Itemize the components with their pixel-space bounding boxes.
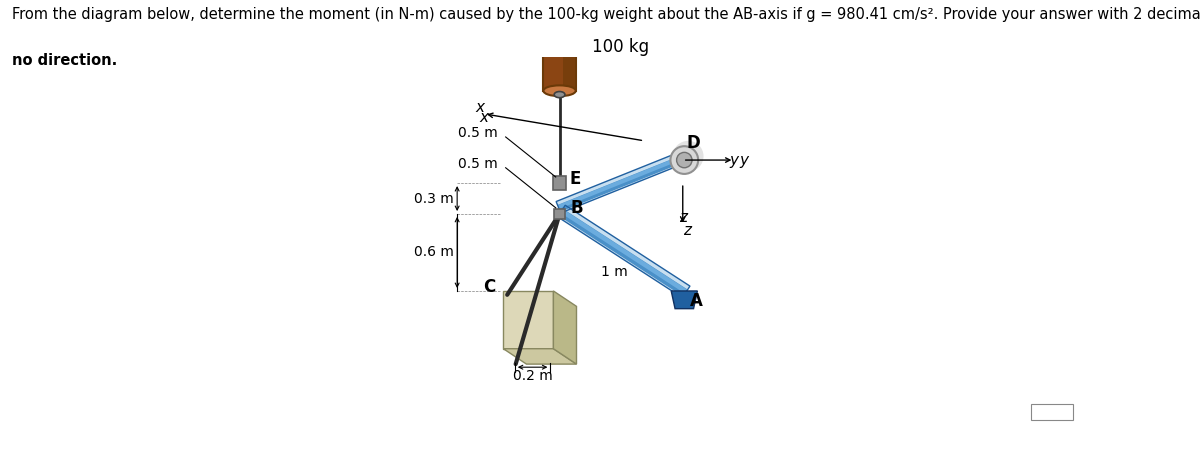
Circle shape xyxy=(673,141,703,172)
Bar xyxy=(553,176,566,190)
Text: x: x xyxy=(480,110,488,125)
Bar xyxy=(554,209,565,219)
Circle shape xyxy=(671,146,698,174)
Polygon shape xyxy=(560,209,688,294)
Polygon shape xyxy=(553,291,576,364)
Text: 0.5 m: 0.5 m xyxy=(458,157,498,171)
Text: 1 m: 1 m xyxy=(601,264,628,279)
Polygon shape xyxy=(563,18,576,91)
Text: no direction.: no direction. xyxy=(12,53,118,68)
Text: 100 kg: 100 kg xyxy=(592,38,649,56)
Text: B: B xyxy=(570,199,583,217)
Polygon shape xyxy=(558,155,684,209)
Ellipse shape xyxy=(544,12,576,23)
Polygon shape xyxy=(558,155,685,212)
Circle shape xyxy=(677,152,692,168)
Polygon shape xyxy=(503,349,576,364)
Text: From the diagram below, determine the moment (in N-m) caused by the 100-kg weigh: From the diagram below, determine the mo… xyxy=(12,7,1200,22)
Text: 0.5 m: 0.5 m xyxy=(458,126,498,140)
Polygon shape xyxy=(558,209,688,297)
Ellipse shape xyxy=(544,85,576,96)
Bar xyxy=(1031,404,1073,419)
Ellipse shape xyxy=(554,91,565,98)
Text: y: y xyxy=(730,153,739,168)
Text: z: z xyxy=(679,210,686,225)
Text: 0.6 m: 0.6 m xyxy=(414,246,454,259)
Text: y: y xyxy=(739,153,749,168)
Text: 0.2 m: 0.2 m xyxy=(512,369,552,383)
Polygon shape xyxy=(558,205,690,298)
Text: 0.3 m: 0.3 m xyxy=(414,191,454,206)
Text: A: A xyxy=(690,292,703,310)
Polygon shape xyxy=(671,291,697,309)
Text: D: D xyxy=(686,134,701,152)
Text: E: E xyxy=(569,170,581,188)
Text: C: C xyxy=(484,278,496,296)
Text: x: x xyxy=(475,100,485,115)
Polygon shape xyxy=(556,152,685,213)
Text: z: z xyxy=(683,223,691,238)
Bar xyxy=(544,18,576,91)
Polygon shape xyxy=(503,291,553,349)
